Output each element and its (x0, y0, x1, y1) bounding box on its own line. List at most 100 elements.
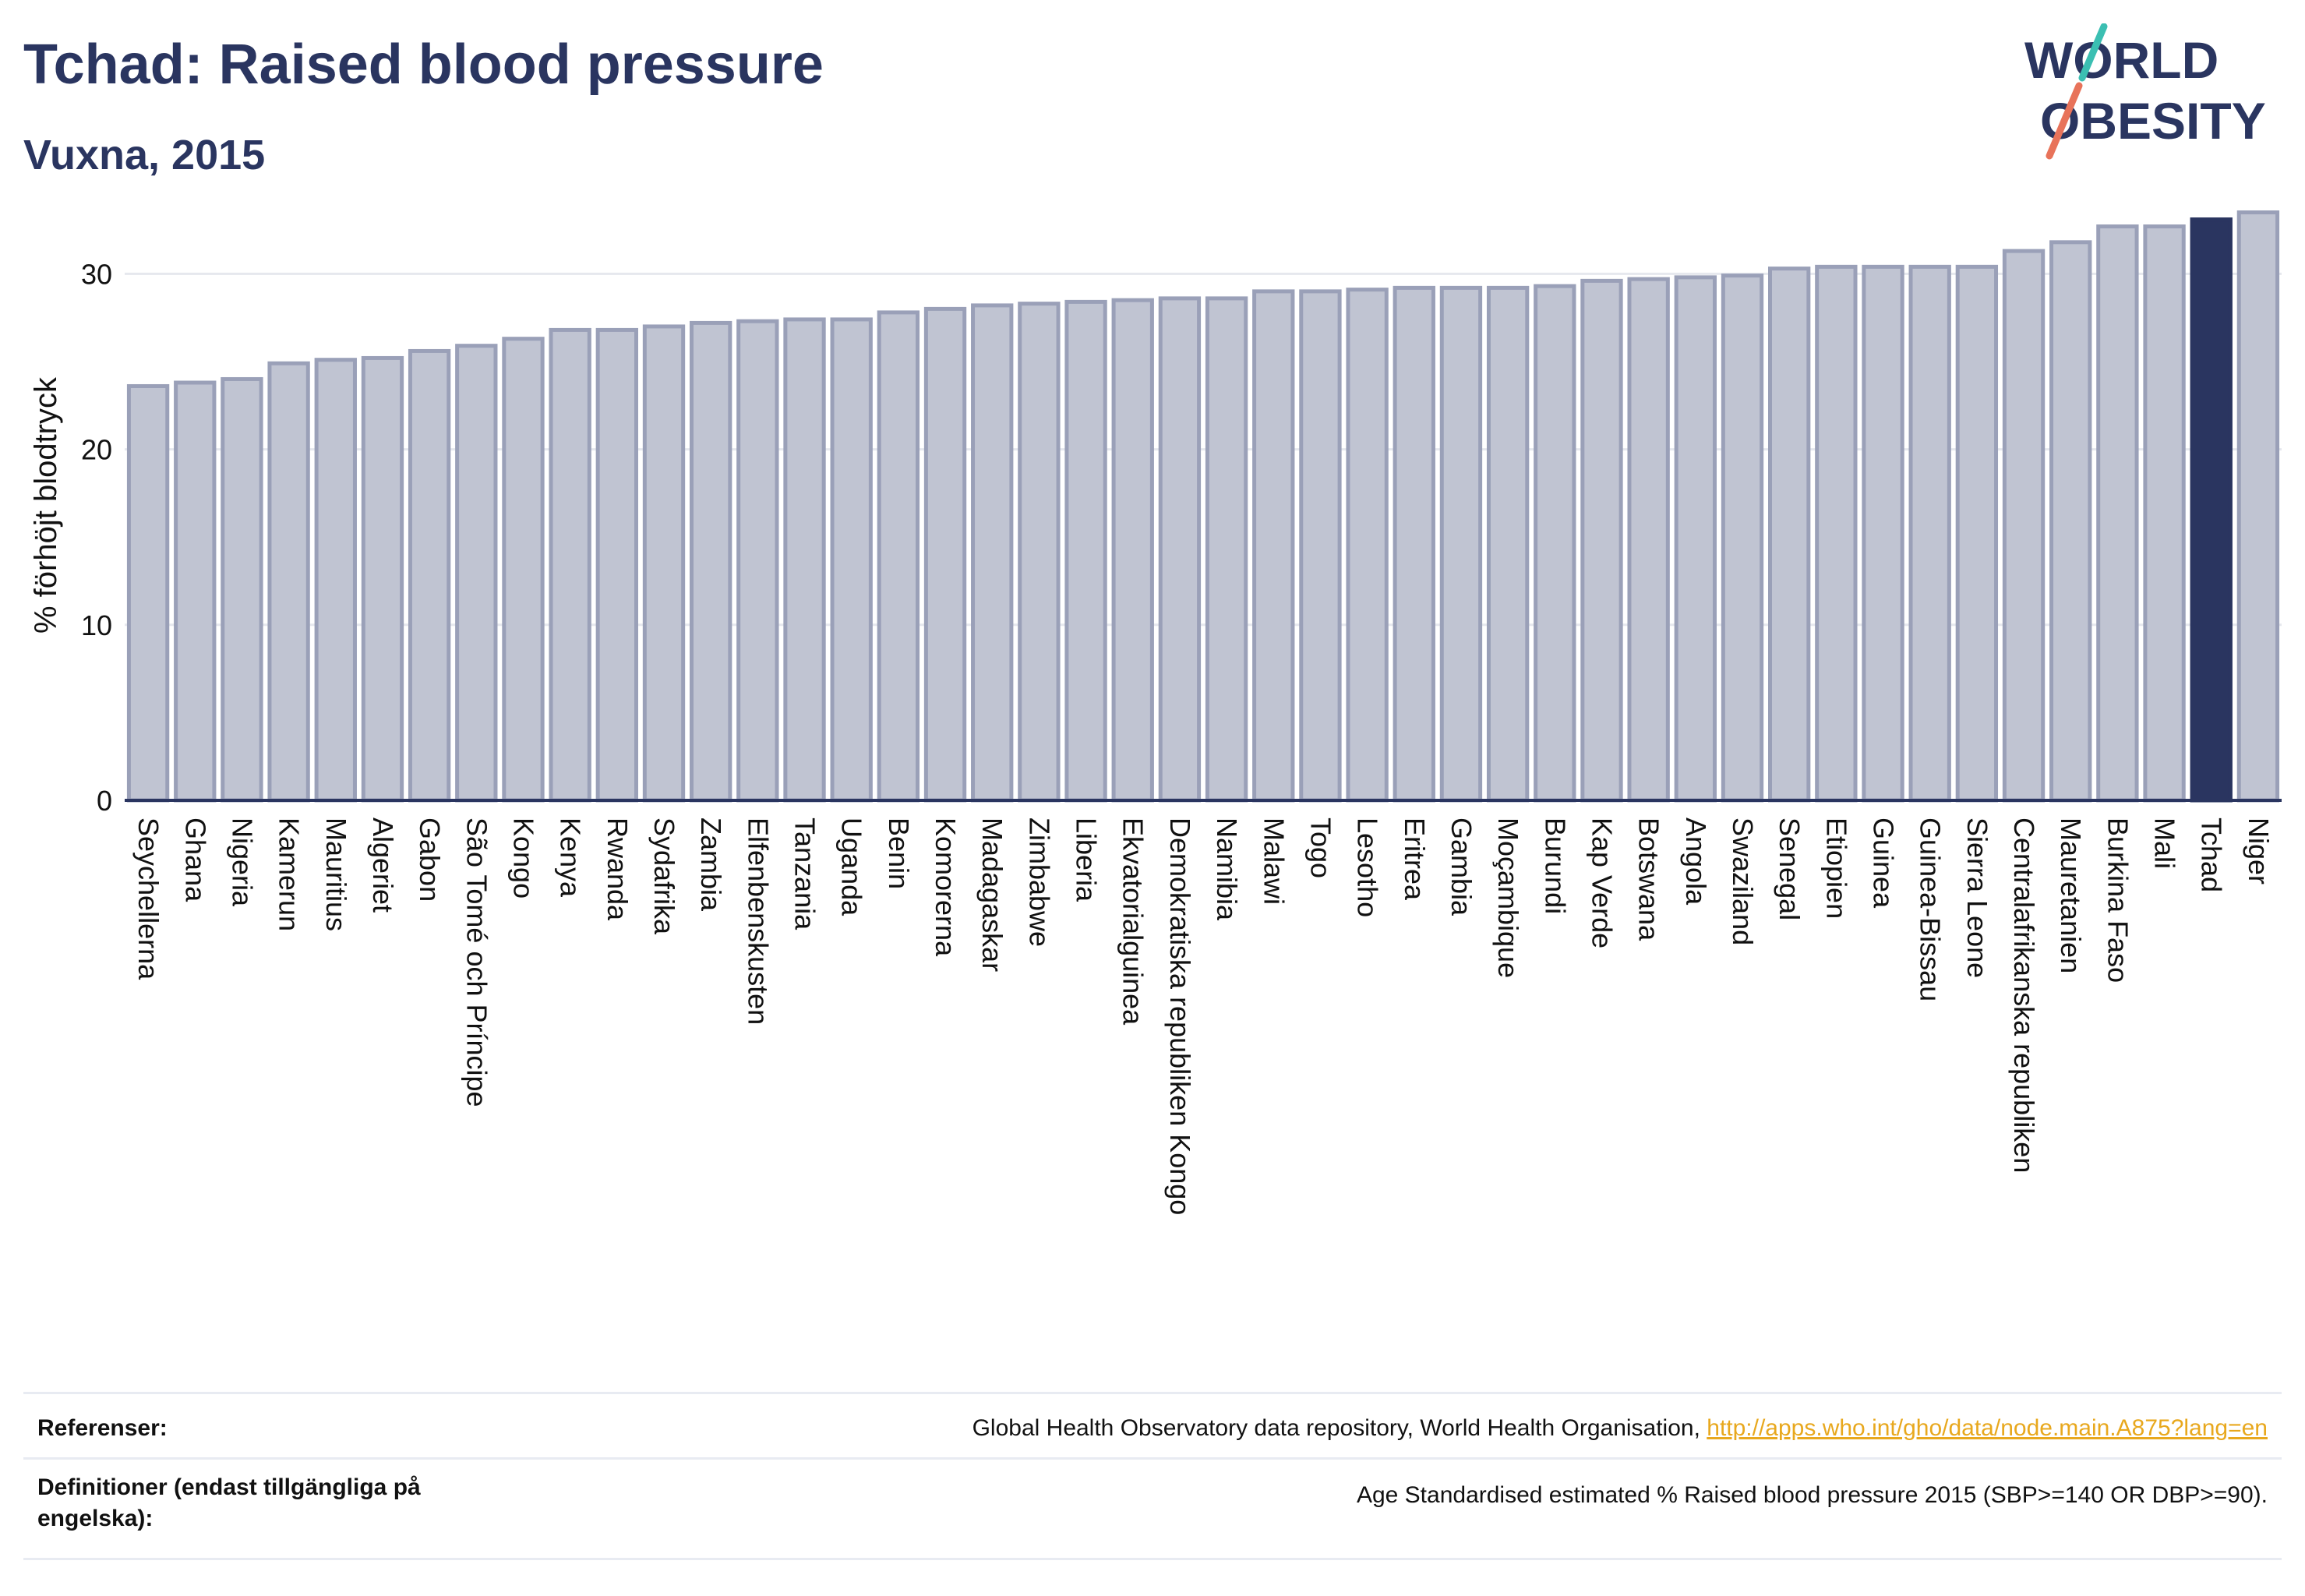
x-tick-label: Gambia (1445, 817, 1477, 916)
x-tick-label: Swaziland (1727, 817, 1759, 945)
x-tick-label: Kenya (555, 817, 587, 898)
logo-line1: WORLD (2024, 31, 2219, 89)
bar (455, 344, 498, 803)
bar (2143, 224, 2186, 803)
y-tick-label: 10 (81, 609, 112, 641)
y-tick-label: 0 (97, 785, 112, 817)
x-tick-label: Nigeria (226, 817, 258, 907)
bar (549, 327, 591, 803)
x-tick-label: Sydafrika (648, 817, 680, 935)
bar (1064, 299, 1107, 803)
definitions-value: Age Standardised estimated % Raised bloo… (1356, 1482, 2268, 1508)
x-tick-label: Angola (1680, 817, 1712, 906)
page-title: Tchad: Raised blood pressure (23, 34, 824, 96)
x-tick-label: Centralafrikanska republiken (2008, 817, 2040, 1173)
references-value: Global Health Observatory data repositor… (972, 1413, 2268, 1444)
x-tick-label: Komorerna (930, 817, 962, 957)
x-tick-label: Zambia (695, 817, 727, 912)
x-tick-label: Kamerun (274, 817, 305, 931)
x-tick-label: Ghana (179, 817, 211, 902)
references-text: Global Health Observatory data repositor… (972, 1415, 1707, 1441)
references-label: Referenser: (37, 1415, 168, 1441)
bar (2236, 210, 2280, 803)
x-tick-label: Sierra Leone (1961, 817, 1993, 978)
references-row: Referenser: Global Health Observatory da… (23, 1392, 2282, 1460)
x-tick-label: Burundi (1539, 817, 1571, 914)
bar (1627, 277, 1670, 803)
references-link[interactable]: http://apps.who.int/gho/data/node.main.A… (1707, 1415, 2268, 1441)
bar (1018, 302, 1061, 803)
bar (221, 376, 263, 803)
x-tick-label: Rwanda (602, 817, 634, 921)
bar (1721, 274, 1764, 803)
bar (408, 348, 451, 803)
x-tick-label: Gabon (414, 817, 446, 902)
page-subtitle: Vuxna, 2015 (23, 132, 266, 178)
bar (971, 303, 1014, 803)
y-axis-label: % förhöjt blodtryck (29, 376, 63, 634)
x-tick-label: Algeriet (367, 817, 399, 913)
x-tick-label: Tchad (2196, 817, 2228, 892)
x-tick-label: Senegal (1774, 817, 1806, 920)
bar (1346, 288, 1389, 803)
bar (174, 380, 217, 803)
bar (2002, 249, 2046, 803)
bar (361, 355, 404, 803)
x-tick-label: Eritrea (1399, 817, 1431, 901)
bar (1580, 278, 1623, 803)
x-tick-label: Namibia (1211, 817, 1243, 921)
bar (267, 361, 310, 803)
x-tick-label: Kongo (507, 817, 539, 899)
bar (923, 306, 967, 803)
bar (314, 358, 357, 803)
x-tick-label: São Tomé och Príncipe (461, 817, 492, 1107)
x-tick-label: Niger (2243, 817, 2275, 885)
x-tick-label: Seychellerna (132, 817, 164, 980)
bar (2190, 217, 2233, 803)
x-tick-label: Mauretanien (2055, 817, 2087, 973)
y-tick-label: 20 (81, 434, 112, 466)
bar (1299, 289, 1342, 803)
bar (1205, 296, 1248, 803)
bar (502, 337, 545, 803)
x-tick-label: Elfenbenskusten (742, 817, 774, 1025)
x-tick-label: Mauritius (320, 817, 352, 931)
bar (1486, 285, 1530, 803)
logo-line2: OBESITY (2040, 92, 2266, 150)
bar (1674, 275, 1717, 803)
x-tick-label: Etiopien (1820, 817, 1852, 919)
definitions-label: Definitioner (endast tillgängliga på eng… (37, 1474, 421, 1531)
x-tick-label: Moçambique (1492, 817, 1524, 978)
x-tick-label: Lesotho (1352, 817, 1384, 917)
bar (1908, 264, 1951, 803)
bar (736, 319, 779, 803)
bar-chart: 0 10 20 30 % förhöjt blodtryck Seychellerna Gh… (29, 210, 2282, 1215)
bar (1862, 264, 1904, 803)
bar (1158, 296, 1202, 803)
bar (1252, 289, 1295, 803)
bar (642, 324, 686, 803)
x-tick-label: Liberia (1071, 817, 1103, 902)
y-tick-label: 30 (81, 258, 112, 290)
bar (1439, 285, 1483, 803)
bar (2049, 240, 2092, 803)
bar (1111, 298, 1154, 803)
x-tick-label: Guinea (1868, 817, 1900, 909)
x-tick-label: Madagaskar (976, 817, 1008, 972)
bar (690, 320, 732, 803)
world-obesity-logo: WORLD OBESITY (2024, 23, 2266, 160)
bar (877, 310, 920, 803)
x-tick-label: Burkina Faso (2102, 817, 2134, 983)
x-tick-label: Mali (2149, 817, 2181, 869)
bar (783, 317, 826, 803)
x-tick-label: Zimbabwe (1023, 817, 1055, 947)
x-tick-label: Kap Verde (1586, 817, 1618, 948)
x-tick-label: Togo (1304, 817, 1336, 878)
x-tick-label: Botswana (1633, 817, 1665, 941)
x-tick-label: Uganda (836, 817, 868, 916)
bar (595, 327, 638, 803)
bar (830, 317, 873, 803)
x-tick-label: Guinea-Bissau (1915, 817, 1947, 1001)
bar (2096, 224, 2139, 803)
x-tick-label: Tanzania (789, 817, 821, 930)
